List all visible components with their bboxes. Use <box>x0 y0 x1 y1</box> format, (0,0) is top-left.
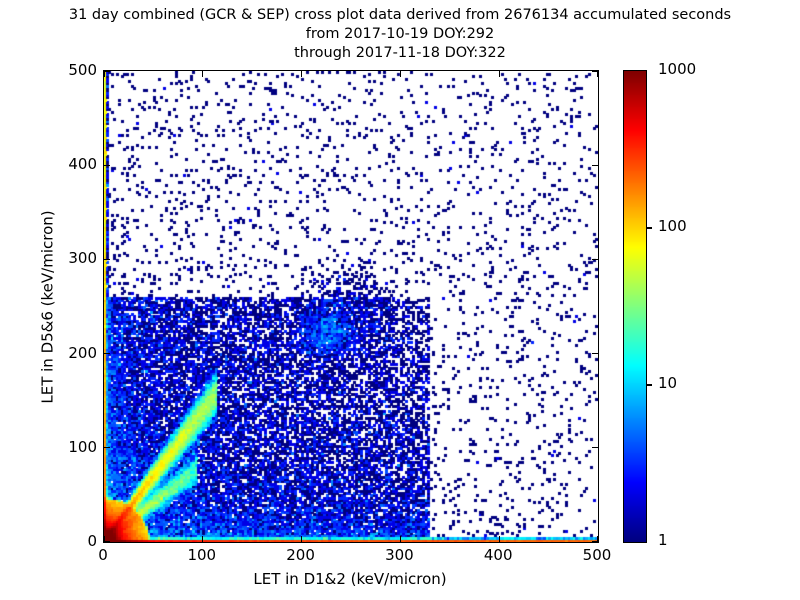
colorbar-tick-label-1: 1 <box>658 531 668 549</box>
title-line-1: 31 day combined (GCR & SEP) cross plot d… <box>68 7 732 23</box>
colorbar-gradient <box>624 71 646 542</box>
x-axis-title: LET in D1&2 (keV/micron) <box>253 570 447 588</box>
y-tick-label-group: 0 100 200 300 400 500 <box>26 63 97 549</box>
y-tick-label-500: 500 <box>68 61 97 79</box>
y-tick-100 <box>592 447 598 449</box>
colorbar-tick-10 <box>646 384 652 386</box>
y-tick-label-400: 400 <box>68 155 97 174</box>
colorbar-tick-100 <box>646 227 652 229</box>
x-tick-500 <box>597 71 599 77</box>
colorbar-tick-label-10: 10 <box>658 374 678 392</box>
y-tick-0 <box>592 541 598 543</box>
plot-area <box>103 70 599 543</box>
y-tick-300 <box>104 258 110 261</box>
x-tick-label-300: 300 <box>385 546 414 564</box>
y-tick-500 <box>592 70 598 72</box>
x-tick-300 <box>399 71 402 77</box>
x-tick-500 <box>597 536 599 542</box>
x-tick-0 <box>103 536 105 542</box>
x-tick-200 <box>300 536 303 542</box>
title-line-3: through 2017-11-18 DOY:322 <box>294 45 506 61</box>
y-tick-label-300: 300 <box>68 249 97 268</box>
x-tick-label-group: 0 100 200 300 400 500 <box>98 546 611 568</box>
x-tick-400 <box>498 71 500 77</box>
y-tick-label-200: 200 <box>68 343 97 362</box>
y-tick-100 <box>104 447 110 449</box>
x-tick-100 <box>202 536 204 542</box>
x-tick-0 <box>103 71 105 77</box>
y-axis-title: LET in D5&6 (keV/micron) <box>38 210 57 404</box>
x-tick-label-400: 400 <box>483 546 513 564</box>
y-tick-300 <box>592 258 598 261</box>
x-tick-label-500: 500 <box>582 546 612 564</box>
x-tick-400 <box>498 536 500 542</box>
y-tick-label-0: 0 <box>87 532 97 550</box>
figure-title: 31 day combined (GCR & SEP) cross plot d… <box>0 6 800 63</box>
x-tick-label-100: 100 <box>187 546 217 564</box>
y-tick-500 <box>104 70 110 72</box>
y-tick-200 <box>592 352 598 355</box>
histogram-canvas <box>104 71 598 542</box>
x-tick-100 <box>202 71 204 77</box>
y-tick-400 <box>104 164 110 166</box>
x-tick-200 <box>300 71 303 77</box>
colorbar-tick-label-100: 100 <box>658 217 687 235</box>
y-tick-0 <box>104 541 110 543</box>
colorbar-tick-label-1000: 1000 <box>658 60 697 78</box>
colorbar <box>623 70 652 543</box>
x-tick-label-0: 0 <box>98 546 108 564</box>
y-tick-400 <box>592 164 598 166</box>
y-tick-200 <box>104 352 110 355</box>
title-line-2: from 2017-10-19 DOY:292 <box>305 26 495 42</box>
y-tick-label-100: 100 <box>68 437 97 456</box>
x-tick-label-200: 200 <box>286 546 315 564</box>
x-tick-300 <box>399 536 402 542</box>
